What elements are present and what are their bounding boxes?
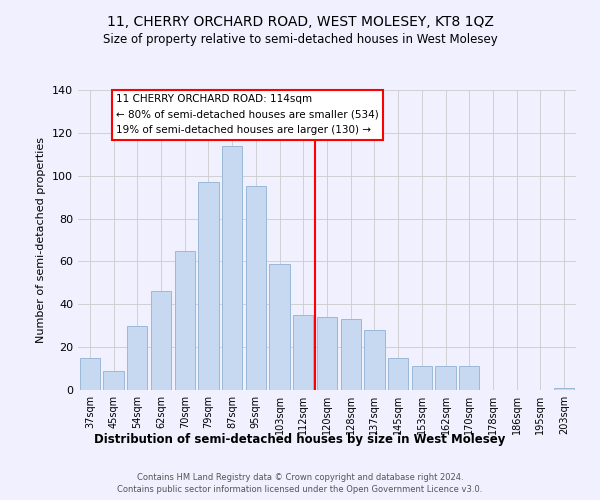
Bar: [222, 146, 242, 390]
Text: Contains HM Land Registry data © Crown copyright and database right 2024.: Contains HM Land Registry data © Crown c…: [137, 472, 463, 482]
Bar: [293, 315, 313, 390]
Text: Distribution of semi-detached houses by size in West Molesey: Distribution of semi-detached houses by …: [94, 432, 506, 446]
Bar: [175, 250, 195, 390]
Bar: [80, 358, 100, 390]
Bar: [317, 317, 337, 390]
Bar: [341, 320, 361, 390]
Text: 11, CHERRY ORCHARD ROAD, WEST MOLESEY, KT8 1QZ: 11, CHERRY ORCHARD ROAD, WEST MOLESEY, K…: [107, 15, 493, 29]
Bar: [199, 182, 218, 390]
Bar: [269, 264, 290, 390]
Bar: [388, 358, 408, 390]
Bar: [151, 292, 171, 390]
Bar: [246, 186, 266, 390]
Bar: [103, 370, 124, 390]
Bar: [412, 366, 432, 390]
Text: 11 CHERRY ORCHARD ROAD: 114sqm
← 80% of semi-detached houses are smaller (534)
1: 11 CHERRY ORCHARD ROAD: 114sqm ← 80% of …: [116, 94, 379, 136]
Bar: [554, 388, 574, 390]
Text: Contains public sector information licensed under the Open Government Licence v3: Contains public sector information licen…: [118, 485, 482, 494]
Y-axis label: Number of semi-detached properties: Number of semi-detached properties: [37, 137, 46, 343]
Bar: [436, 366, 455, 390]
Bar: [364, 330, 385, 390]
Bar: [459, 366, 479, 390]
Text: Size of property relative to semi-detached houses in West Molesey: Size of property relative to semi-detach…: [103, 32, 497, 46]
Bar: [127, 326, 148, 390]
